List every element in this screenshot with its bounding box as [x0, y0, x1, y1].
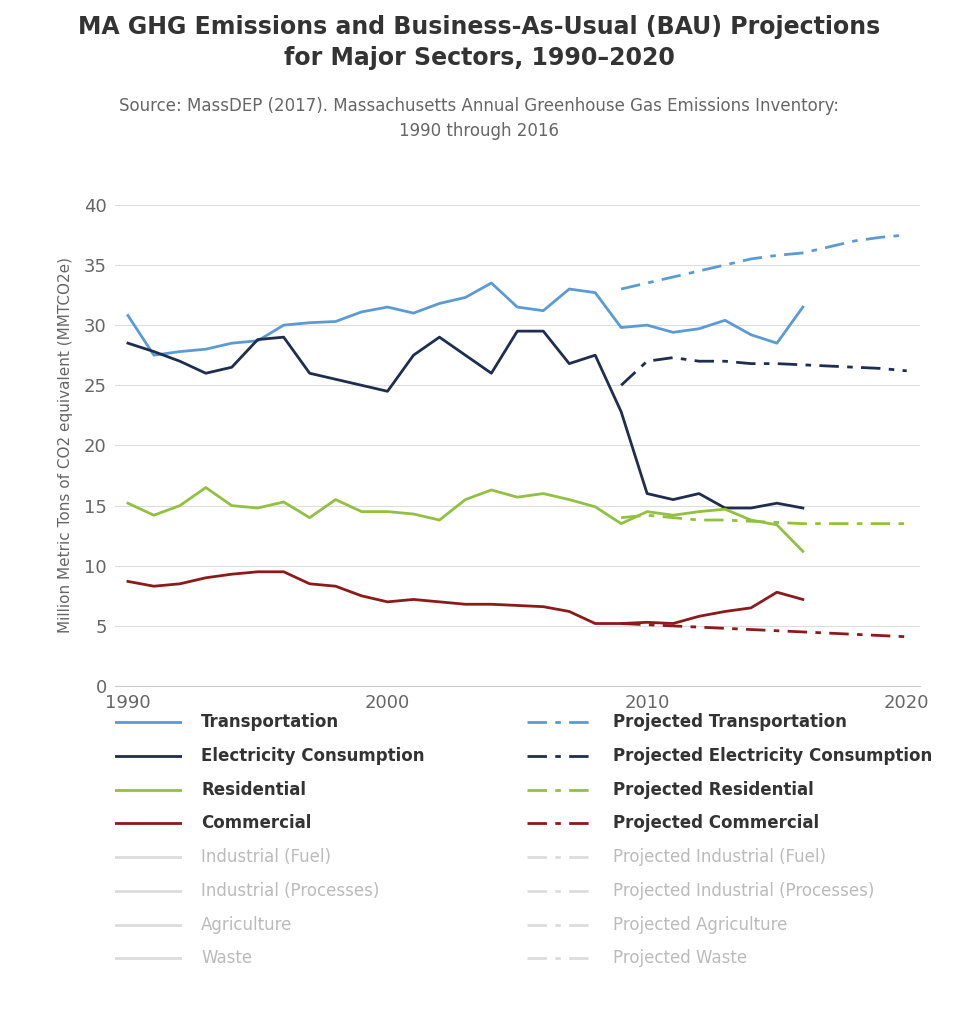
Text: Projected Transportation: Projected Transportation [613, 713, 847, 731]
Text: Commercial: Commercial [201, 814, 311, 833]
Text: Projected Commercial: Projected Commercial [613, 814, 819, 833]
Text: Residential: Residential [201, 780, 307, 799]
Text: Transportation: Transportation [201, 713, 339, 731]
Text: Waste: Waste [201, 949, 252, 968]
Text: MA GHG Emissions and Business-As-Usual (BAU) Projections: MA GHG Emissions and Business-As-Usual (… [78, 15, 880, 39]
Text: Projected Industrial (Fuel): Projected Industrial (Fuel) [613, 848, 826, 866]
Text: Projected Agriculture: Projected Agriculture [613, 915, 787, 934]
Text: Projected Residential: Projected Residential [613, 780, 814, 799]
Text: Electricity Consumption: Electricity Consumption [201, 746, 424, 765]
Text: Industrial (Processes): Industrial (Processes) [201, 882, 379, 900]
Text: Projected Industrial (Processes): Projected Industrial (Processes) [613, 882, 875, 900]
Text: Industrial (Fuel): Industrial (Fuel) [201, 848, 331, 866]
Text: Agriculture: Agriculture [201, 915, 292, 934]
Text: Projected Electricity Consumption: Projected Electricity Consumption [613, 746, 932, 765]
Y-axis label: Million Metric Tons of CO2 equivalent (MMTCO2e): Million Metric Tons of CO2 equivalent (M… [57, 257, 73, 634]
Text: Projected Waste: Projected Waste [613, 949, 747, 968]
Text: for Major Sectors, 1990–2020: for Major Sectors, 1990–2020 [284, 46, 674, 70]
Text: Source: MassDEP (2017). Massachusetts Annual Greenhouse Gas Emissions Inventory:: Source: MassDEP (2017). Massachusetts An… [119, 97, 839, 140]
